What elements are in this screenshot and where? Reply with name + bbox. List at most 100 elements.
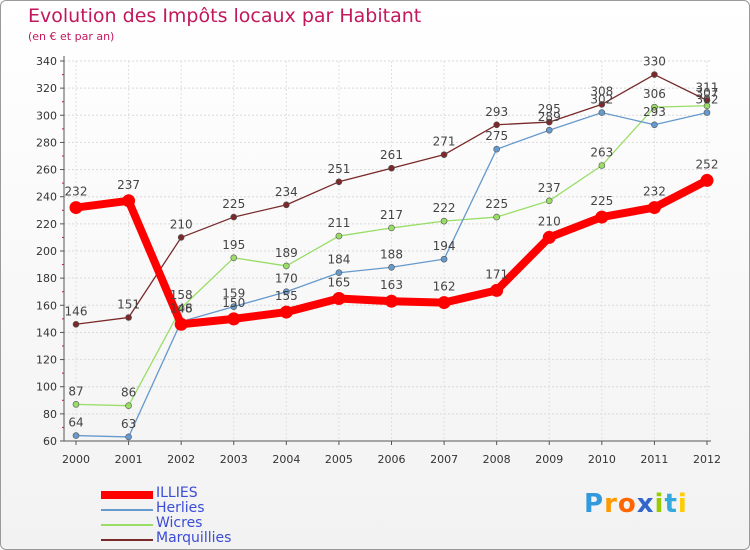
data-point [545,118,553,126]
data-label: 252 [696,157,719,171]
data-point [335,232,343,240]
data-label: 263 [590,146,613,160]
data-point [703,109,711,116]
data-point [385,294,398,308]
data-label: 195 [222,238,245,252]
y-tick-label: 140 [36,326,57,339]
logo-letter: t [664,489,678,519]
data-label: 162 [433,280,456,294]
data-point [440,151,448,158]
data-label: 308 [590,84,613,98]
logo-letter: P [584,489,605,519]
legend-label: ILLIES [156,485,198,501]
legend-swatch [101,539,153,541]
data-point [72,432,80,439]
data-point [440,255,448,263]
data-label: 302 [590,93,613,107]
x-tick-label: 2004 [272,453,300,466]
data-point [545,197,553,205]
y-tick-label: 60 [43,435,57,448]
data-point [542,230,556,244]
data-label: 146 [170,301,193,315]
data-label: 217 [380,208,403,222]
data-point [230,213,238,221]
data-point [651,121,658,129]
data-point [493,121,500,129]
data-point [598,162,606,169]
data-point [177,234,185,241]
x-tick-label: 2006 [378,453,406,466]
data-label: 158 [170,288,193,302]
data-point [651,71,658,78]
data-label: 210 [170,217,193,231]
data-label: 302 [696,93,719,107]
data-label: 210 [538,214,561,228]
y-tick-label: 340 [36,55,57,68]
logo-letter: o [617,489,637,519]
y-tick-label: 220 [36,218,57,231]
x-tick-label: 2007 [430,453,458,466]
data-label: 232 [65,185,88,199]
data-label: 189 [275,246,298,260]
legend-swatch [101,509,153,511]
data-label: 271 [433,135,456,149]
logo-letter: r [604,489,618,519]
y-tick-label: 120 [36,354,57,367]
data-label: 234 [275,185,298,199]
data-point [595,210,609,224]
data-point [174,317,188,331]
data-point [440,217,448,225]
data-label: 293 [643,105,666,119]
data-point [598,109,606,116]
y-tick-label: 240 [36,191,57,204]
y-tick-label: 320 [36,82,57,95]
data-label: 184 [327,253,350,267]
data-point [493,213,500,221]
data-label: 237 [117,178,140,192]
data-label: 170 [275,272,298,286]
y-tick-label: 280 [36,136,57,149]
data-label: 194 [433,239,456,253]
data-point [651,103,658,111]
data-label: 275 [485,129,508,143]
data-point [69,201,83,215]
data-label: 261 [380,148,403,162]
data-point [598,101,606,108]
data-point [493,145,500,153]
x-tick-label: 2012 [693,453,721,466]
data-point [279,305,293,319]
data-label: 293 [485,105,508,119]
data-label: 165 [327,276,350,290]
data-point [647,201,661,215]
data-point [125,402,132,410]
data-label: 222 [433,201,456,215]
data-label: 150 [222,296,245,310]
x-tick-label: 2001 [115,453,143,466]
x-tick-label: 2008 [483,453,511,466]
data-label: 63 [121,417,136,431]
legend-label: Marquillies [156,530,232,546]
data-label: 163 [380,278,403,292]
data-label: 306 [643,87,666,101]
legend-swatch [101,524,153,526]
y-tick-label: 260 [36,164,57,177]
data-label: 151 [117,298,140,312]
x-tick-label: 2002 [167,453,195,466]
data-label: 311 [696,80,719,94]
chart-title: Evolution des Impôts locaux par Habitant [28,5,422,27]
y-tick-label: 200 [36,245,57,258]
data-point [388,164,395,172]
data-point [335,269,343,277]
chart-subtitle: (en € et par an) [28,30,115,43]
legend-swatch [101,491,153,499]
data-label: 211 [327,216,350,230]
data-point [125,433,132,441]
data-point [335,178,343,186]
data-label: 188 [380,247,403,261]
data-point [332,292,346,305]
data-label: 225 [485,197,508,211]
data-point [437,296,451,310]
x-tick-label: 2003 [220,453,248,466]
data-label: 251 [327,162,350,176]
y-tick-label: 160 [36,299,57,312]
